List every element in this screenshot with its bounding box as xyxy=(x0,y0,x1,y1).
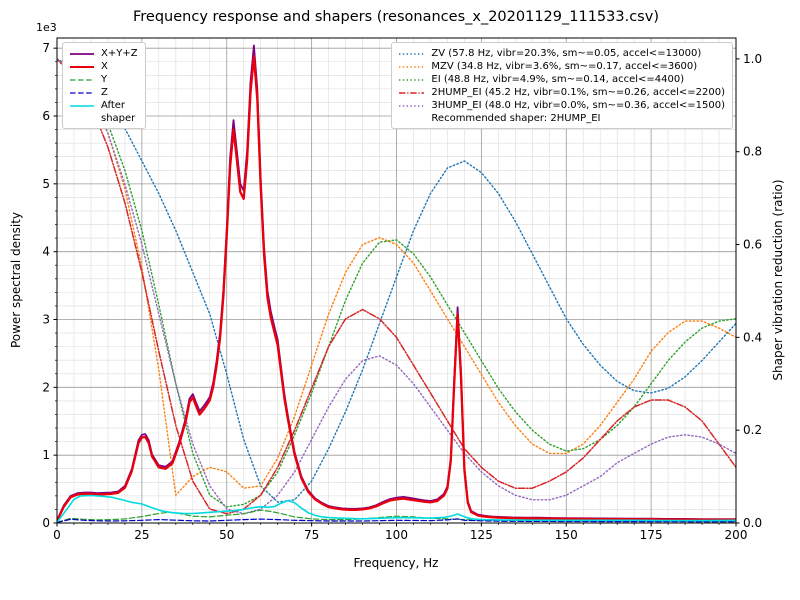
svg-text:200: 200 xyxy=(725,528,748,542)
svg-text:100: 100 xyxy=(385,528,408,542)
svg-text:4: 4 xyxy=(42,245,50,259)
legend-line-sample xyxy=(70,105,94,107)
svg-text:150: 150 xyxy=(555,528,578,542)
y-axis-left-label: Power spectral density xyxy=(9,211,23,349)
svg-text:2: 2 xyxy=(42,380,50,394)
legend-item-3hump-ei: 3HUMP_EI (48.0 Hz, vibr=0.0%, sm~=0.36, … xyxy=(398,99,725,112)
legend-item-mzv: MZV (34.8 Hz, vibr=3.6%, sm~=0.17, accel… xyxy=(398,60,725,73)
svg-text:1: 1 xyxy=(42,448,50,462)
svg-text:75: 75 xyxy=(304,528,319,542)
svg-text:0.2: 0.2 xyxy=(743,423,762,437)
svg-text:0.8: 0.8 xyxy=(743,145,762,159)
svg-text:50: 50 xyxy=(219,528,234,542)
svg-text:6: 6 xyxy=(42,109,50,123)
svg-text:0.6: 0.6 xyxy=(743,238,762,252)
y-axis-right-label: Shaper vibration reduction (ratio) xyxy=(771,179,785,381)
legend-line-sample xyxy=(399,92,425,94)
legend-item-y: Y xyxy=(69,73,138,86)
legend-line-sample xyxy=(399,105,425,107)
legend-line-sample xyxy=(399,53,425,55)
legend-line-sample xyxy=(399,66,425,68)
legend-item-after-shaper: After shaper xyxy=(69,99,138,125)
legend-item-xyz: X+Y+Z xyxy=(69,47,138,60)
legend-line-sample xyxy=(70,53,94,55)
legend-item-x: X xyxy=(69,60,138,73)
svg-text:0.0: 0.0 xyxy=(743,516,762,530)
legend-line-sample xyxy=(70,79,94,81)
legend-shapers: ZV (57.8 Hz, vibr=20.3%, sm~=0.05, accel… xyxy=(391,42,733,129)
svg-text:5: 5 xyxy=(42,177,50,191)
chart-title: Frequency response and shapers (resonanc… xyxy=(133,9,659,25)
legend-line-sample xyxy=(399,79,425,81)
svg-text:0.4: 0.4 xyxy=(743,330,762,344)
svg-text:1.0: 1.0 xyxy=(743,52,762,66)
x-axis-label: Frequency, Hz xyxy=(353,556,439,570)
recommended-shaper-note: Recommended shaper: 2HUMP_EI xyxy=(431,113,601,124)
legend-item-z: Z xyxy=(69,86,138,99)
svg-text:125: 125 xyxy=(470,528,493,542)
svg-text:3: 3 xyxy=(42,313,50,327)
svg-text:7: 7 xyxy=(42,41,50,55)
legend-line-sample xyxy=(70,92,94,94)
y-axis-offset-label: 1e3 xyxy=(36,21,57,34)
svg-text:175: 175 xyxy=(640,528,663,542)
svg-text:25: 25 xyxy=(134,528,149,542)
legend-item-zv: ZV (57.8 Hz, vibr=20.3%, sm~=0.05, accel… xyxy=(398,47,725,60)
legend-line-sample xyxy=(70,66,94,68)
svg-text:0: 0 xyxy=(53,528,61,542)
legend-psd: X+Y+Z X Y Z After shaper xyxy=(62,42,146,129)
legend-item-2hump-ei: 2HUMP_EI (45.2 Hz, vibr=0.1%, sm~=0.26, … xyxy=(398,86,725,99)
svg-text:0: 0 xyxy=(42,516,50,530)
legend-item-ei: EI (48.8 Hz, vibr=4.9%, sm~=0.14, accel<… xyxy=(398,73,725,86)
